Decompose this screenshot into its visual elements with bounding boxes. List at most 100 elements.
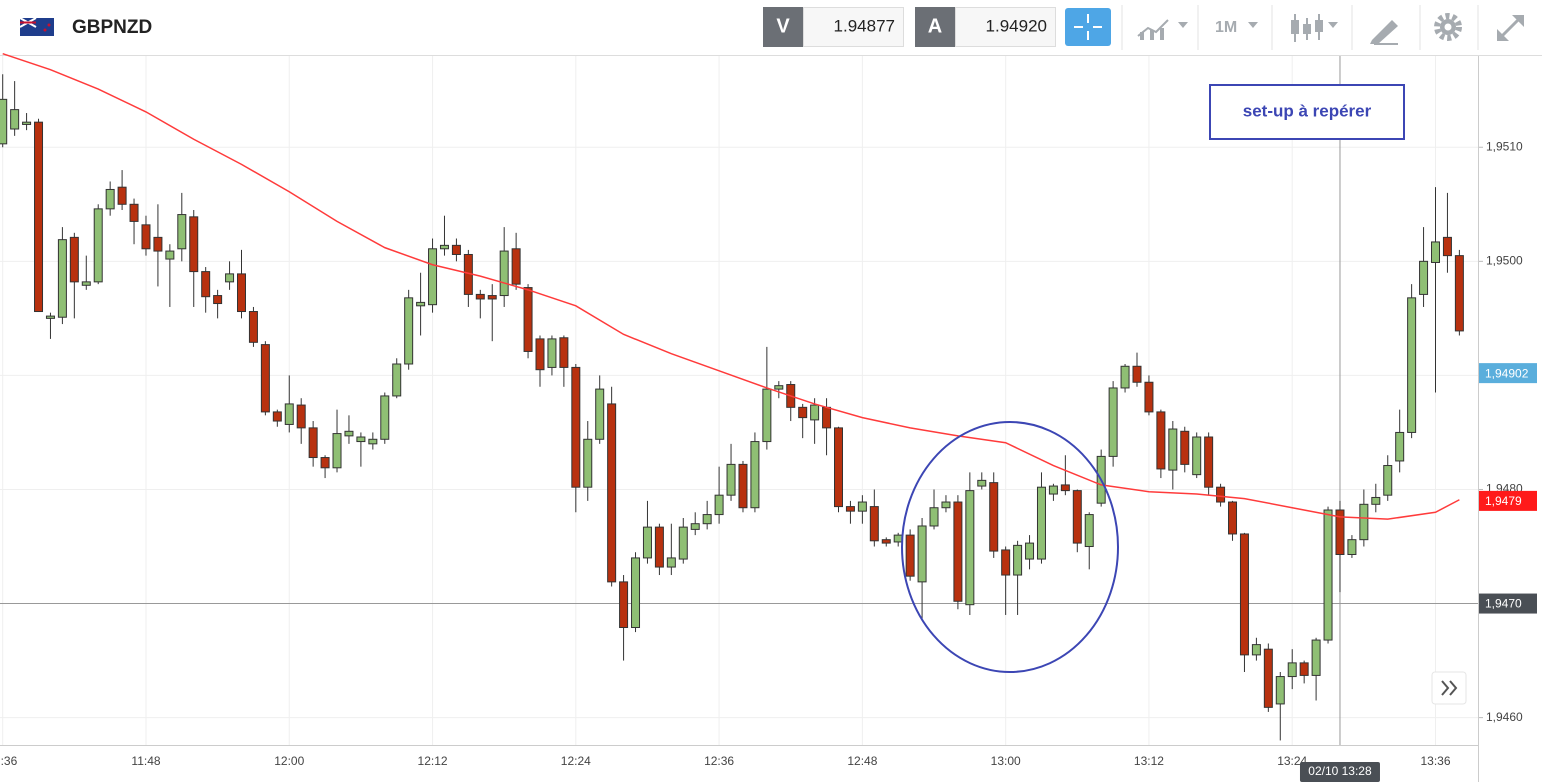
x-tick-label: 11:36 (0, 754, 18, 768)
candle-body (905, 534, 915, 577)
candle-body (595, 388, 605, 440)
price-tag (1479, 363, 1537, 384)
price-tag-label: 1,9470 (1485, 597, 1522, 611)
candle-body (535, 338, 545, 371)
toolbar-separators (1121, 5, 1479, 50)
chart-type-button[interactable] (1137, 19, 1188, 40)
candle-body (356, 436, 366, 443)
candle-body (1060, 484, 1070, 492)
candle-body (690, 523, 700, 530)
candle-body (977, 479, 987, 487)
candle-body (117, 186, 127, 205)
y-tick-label: 1,9500 (1486, 254, 1523, 268)
candle-body (714, 494, 724, 516)
x-tick-label: 12:12 (418, 754, 448, 768)
candle-body (953, 501, 963, 602)
candle-body (1323, 509, 1333, 641)
candle-body (929, 507, 939, 527)
candle-body (69, 236, 79, 283)
candle-body (380, 395, 390, 440)
candle-body (881, 539, 891, 544)
x-tick-label: 13:36 (1420, 754, 1450, 768)
candle-body (392, 363, 402, 397)
candle-body (750, 441, 760, 509)
candle-body (34, 121, 44, 313)
settings-button[interactable] (1434, 13, 1462, 41)
candle-body (559, 337, 569, 368)
candle-body (153, 236, 163, 252)
candle-body (1216, 486, 1226, 503)
candle-body (1001, 549, 1011, 576)
candle-body (965, 490, 975, 606)
candle-body (1132, 365, 1142, 383)
annotation: set-up à repérer (1243, 101, 1372, 120)
ask-button[interactable] (915, 7, 955, 47)
candle-body (93, 208, 103, 283)
x-tick-label: 11:48 (131, 754, 160, 768)
candle-body (1036, 486, 1046, 560)
candle-body (10, 109, 20, 130)
candle-body (81, 281, 91, 286)
candle-body (678, 526, 688, 560)
draw-button[interactable] (1370, 20, 1398, 45)
price-tag-label: 1,9479 (1485, 494, 1522, 508)
price-tag-label: 1,94902 (1485, 366, 1529, 380)
x-tick-label: 12:24 (561, 754, 591, 768)
y-tick-label: 1,9460 (1486, 710, 1523, 724)
candle-body (165, 250, 175, 260)
candle-body (428, 248, 438, 306)
candle-body (822, 406, 832, 429)
candle-body (798, 406, 808, 419)
candle-body (834, 427, 843, 508)
candle-body (1013, 544, 1023, 576)
candle-body (1442, 236, 1452, 257)
candle-body (810, 404, 820, 421)
candle-body (1263, 648, 1273, 708)
candle-body (1251, 644, 1261, 656)
candle-body (1072, 490, 1082, 544)
candle-body (475, 293, 485, 300)
candle-body (1311, 639, 1321, 676)
crosshair-label-box (1299, 762, 1380, 782)
candle-body (320, 457, 330, 469)
symbol: GBPNZD (72, 17, 152, 38)
candle-body (1204, 436, 1214, 488)
highlight-circle (901, 421, 1119, 673)
candle-body (1383, 465, 1393, 496)
fullscreen-button[interactable] (1497, 15, 1524, 41)
candle-body (989, 482, 999, 552)
annotation-box (1209, 84, 1405, 140)
y-tick-label: 1,9510 (1486, 139, 1523, 153)
ask-box (955, 7, 1056, 47)
x-tick-label: 13:12 (1134, 754, 1164, 768)
candle-body (738, 463, 748, 509)
timeframe[interactable]: 1M (1215, 19, 1237, 36)
candle-body (642, 526, 652, 559)
candle-body (774, 385, 784, 390)
candle-body (22, 121, 32, 125)
scroll-button[interactable] (1431, 671, 1467, 705)
candle-body (1048, 485, 1058, 495)
candle-body (213, 295, 223, 305)
candle-body (631, 557, 641, 629)
candle-body (1228, 501, 1238, 535)
candle-body (141, 224, 151, 250)
timeframe-caret (1248, 22, 1258, 28)
candle-body (941, 501, 951, 509)
candle-body (237, 273, 246, 313)
candle-body (1120, 365, 1130, 389)
candle-body (1371, 496, 1381, 505)
candle-body (487, 295, 497, 300)
candle-body (893, 534, 903, 543)
candle-body (57, 239, 67, 318)
crosshair-button[interactable] (1065, 8, 1111, 46)
flag (19, 17, 54, 36)
candle-body (666, 557, 676, 568)
candle-body (857, 501, 867, 512)
candle-body (1025, 542, 1035, 560)
bid-button[interactable] (763, 7, 803, 47)
candle-body (1108, 387, 1118, 457)
candle-body (1347, 539, 1357, 555)
candle-body (105, 188, 115, 210)
candle-style-button[interactable] (1291, 14, 1338, 42)
